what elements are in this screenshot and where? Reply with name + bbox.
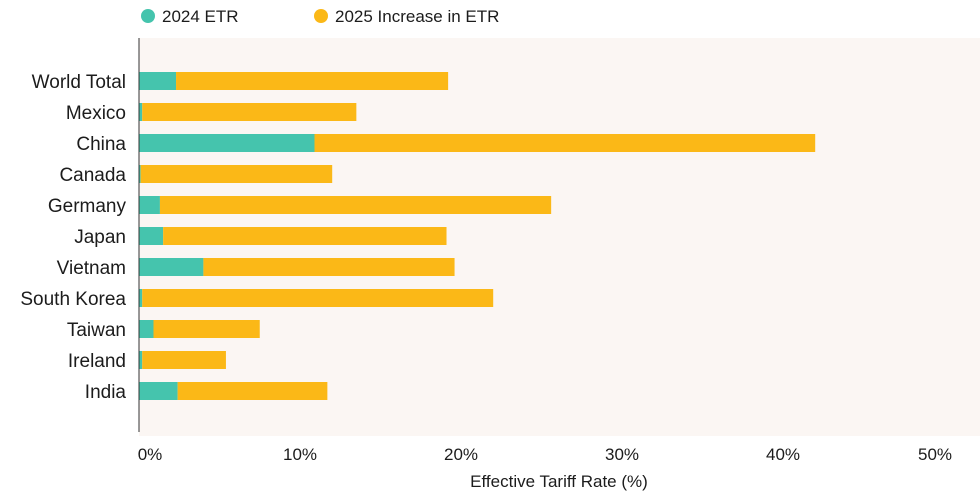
category-label: Mexico	[66, 103, 126, 124]
bar-taiwan-2024-etr	[139, 320, 154, 338]
category-label: Canada	[59, 165, 126, 186]
bar-japan-2025-increase	[163, 227, 447, 245]
bar-south-korea-2024-etr	[139, 289, 143, 307]
bar-ireland-2024-etr	[139, 351, 143, 369]
x-tick-label: 50%	[918, 445, 952, 464]
bar-india-2025-increase	[177, 382, 328, 400]
bar-china-2025-increase	[314, 134, 816, 152]
category-label: Ireland	[68, 351, 126, 372]
bar-canada-2025-increase	[140, 165, 333, 183]
bar-germany-2024-etr	[139, 196, 160, 214]
x-tick-label: 10%	[283, 445, 317, 464]
legend-label-2025-increase: 2025 Increase in ETR	[335, 7, 499, 26]
x-tick-label: 20%	[444, 445, 478, 464]
bar-germany-2025-increase	[159, 196, 552, 214]
x-tick-label: 40%	[766, 445, 800, 464]
bar-japan-2024-etr	[139, 227, 164, 245]
bar-ireland-2025-increase	[142, 351, 226, 369]
bar-mexico-2024-etr	[139, 103, 143, 121]
x-tick-labels: 0% 10% 20% 30% 40% 50%	[138, 445, 952, 464]
category-label: India	[85, 382, 127, 403]
bar-vietnam-2025-increase	[203, 258, 455, 276]
category-label: Japan	[74, 227, 126, 248]
category-label: China	[76, 134, 126, 155]
bar-china-2024-etr	[139, 134, 315, 152]
x-axis-title: Effective Tariff Rate (%)	[470, 472, 648, 491]
legend-label-2024-etr: 2024 ETR	[162, 7, 239, 26]
legend-swatch-2025-increase	[314, 9, 328, 23]
category-label: Germany	[48, 196, 127, 217]
bar-india-2024-etr	[139, 382, 178, 400]
category-label: Vietnam	[57, 258, 126, 279]
legend: 2024 ETR 2025 Increase in ETR	[141, 7, 499, 26]
x-tick-label: 0%	[138, 445, 163, 464]
bar-world-total-2025-increase	[176, 72, 449, 90]
category-label: Taiwan	[67, 320, 126, 341]
category-label: World Total	[32, 72, 126, 93]
bar-south-korea-2025-increase	[142, 289, 494, 307]
category-labels: World Total Mexico China Canada Germany Japan…	[20, 72, 126, 403]
x-tick-label: 30%	[605, 445, 639, 464]
legend-swatch-2024-etr	[141, 9, 155, 23]
bar-vietnam-2024-etr	[139, 258, 204, 276]
bars	[139, 72, 816, 400]
category-label: South Korea	[20, 289, 126, 310]
bar-canada-2024-etr	[139, 165, 141, 183]
bar-world-total-2024-etr	[139, 72, 177, 90]
bar-mexico-2025-increase	[142, 103, 357, 121]
bar-taiwan-2025-increase	[153, 320, 260, 338]
